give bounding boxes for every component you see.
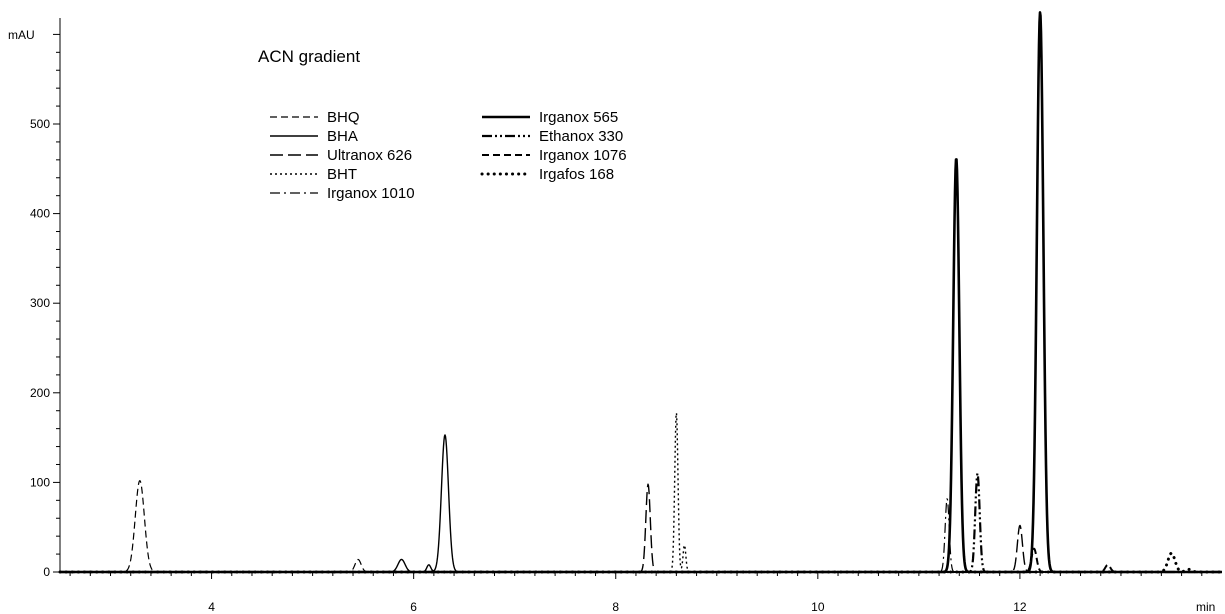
legend-label: Irganox 565 [539, 109, 618, 126]
legend-label: Irganox 1010 [327, 185, 415, 202]
chart-title: ACN gradient [258, 47, 360, 66]
legend-item: BHT [270, 166, 357, 183]
y-tick-label: 0 [43, 565, 50, 579]
legend-label: BHT [327, 166, 357, 183]
x-tick-label: 8 [612, 600, 619, 614]
x-tick-label: 12 [1013, 600, 1027, 614]
legend-label: BHA [327, 128, 358, 145]
series-trace-8 [59, 547, 1223, 573]
legend-item: BHQ [270, 109, 360, 126]
series-trace-9 [58, 551, 1224, 574]
legend-item: Irgafos 168 [480, 166, 614, 183]
y-tick-label: 500 [30, 117, 50, 131]
legend-item: Ultranox 626 [270, 147, 412, 164]
x-tick-label: 10 [811, 600, 825, 614]
legend-item: BHA [270, 128, 358, 145]
legend-label: Ethanox 330 [539, 128, 623, 145]
legend-label: Ultranox 626 [327, 147, 412, 164]
legend: BHQ BHA Ultranox 626 BHT Irganox 1010 Irganox… [270, 109, 627, 202]
x-tick-label: 4 [208, 600, 215, 614]
legend-item: Irganox 1076 [482, 147, 627, 164]
plot-series [58, 11, 1224, 574]
legend-item: Irganox 565 [482, 109, 618, 126]
y-tick-label: 300 [30, 296, 50, 310]
y-tick-label: 100 [30, 475, 50, 489]
legend-item: Ethanox 330 [482, 128, 623, 145]
x-axis-unit: min [1196, 600, 1215, 614]
tick-labels: 0 100 200 300 400 500 4 6 8 10 12 [30, 117, 1027, 614]
legend-item: Irganox 1010 [270, 185, 415, 202]
legend-label: Irganox 1076 [539, 147, 627, 164]
legend-label: Irgafos 168 [539, 166, 614, 183]
y-axis-unit: mAU [8, 28, 35, 42]
y-tick-label: 200 [30, 386, 50, 400]
x-tick-label: 6 [410, 600, 417, 614]
legend-label: BHQ [327, 109, 360, 126]
y-tick-label: 400 [30, 207, 50, 221]
